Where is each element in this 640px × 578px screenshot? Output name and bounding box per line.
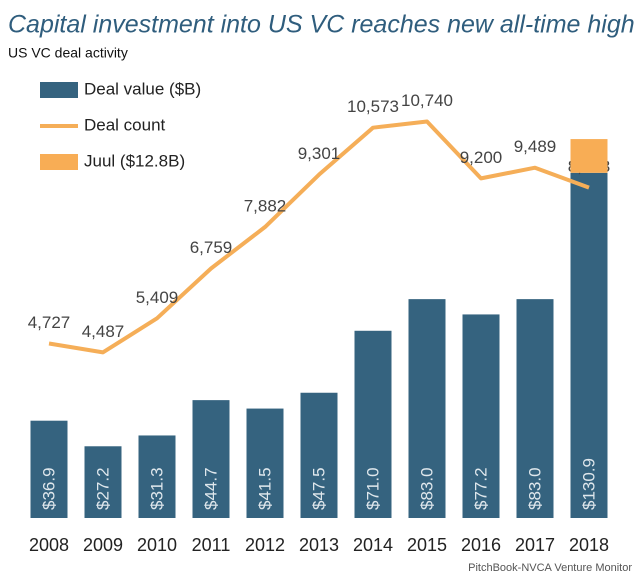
x-tick-label: 2015 [407, 535, 447, 555]
line-value-label: 5,409 [136, 288, 179, 307]
x-tick-label: 2016 [461, 535, 501, 555]
line-value-label: 10,573 [347, 97, 399, 116]
bar [192, 400, 230, 518]
line-value-label: 9,489 [514, 137, 557, 156]
x-tick-label: 2011 [192, 535, 231, 555]
x-tick-label: 2014 [353, 535, 393, 555]
x-tick-label: 2010 [137, 535, 177, 555]
x-tick-label: 2013 [299, 535, 339, 555]
line-value-label: 4,727 [28, 313, 71, 332]
legend-swatch [40, 154, 78, 170]
x-tick-label: 2018 [569, 535, 609, 555]
legend-label: Deal count [84, 115, 166, 134]
bar-value-label: $36.9 [39, 467, 58, 510]
bar [138, 435, 176, 518]
bar [570, 172, 608, 518]
bar-value-label: $44.7 [201, 467, 220, 510]
line-value-label: 10,740 [401, 91, 453, 110]
bar [84, 446, 122, 518]
bar-value-label: $71.0 [363, 467, 382, 510]
legend-label: Deal value ($B) [84, 79, 201, 98]
bar-value-label: $83.0 [417, 467, 436, 510]
legend-label: Juul ($12.8B) [84, 151, 185, 170]
line-value-label: 7,882 [244, 197, 287, 216]
legend-swatch [40, 82, 78, 98]
bar [462, 314, 500, 518]
x-tick-label: 2012 [245, 535, 285, 555]
x-tick-label: 2017 [515, 535, 555, 555]
bar-value-label: $41.5 [255, 467, 274, 510]
bar [300, 392, 338, 518]
bar [516, 299, 554, 518]
bar-value-label: $31.3 [147, 467, 166, 510]
chart-subtitle: US VC deal activity [8, 45, 128, 61]
bar-value-label: $27.2 [93, 467, 112, 510]
line [48, 119, 590, 355]
bar-value-label: $130.9 [579, 458, 598, 510]
bar [408, 299, 446, 518]
bar-value-label: $77.2 [471, 467, 490, 510]
chart-title: Capital investment into US VC reaches ne… [8, 11, 635, 39]
bar-value-label: $83.0 [525, 467, 544, 510]
bar [30, 420, 68, 518]
bar [354, 330, 392, 518]
bar [246, 408, 284, 518]
line-value-label: 9,301 [298, 144, 341, 163]
source-note: PitchBook-NVCA Venture Monitor [468, 562, 632, 574]
bar [570, 139, 608, 173]
x-tick-label: 2009 [83, 535, 123, 555]
bar-value-label: $47.5 [309, 467, 328, 510]
line-value-label: 6,759 [190, 238, 233, 257]
line-value-label: 4,487 [82, 322, 125, 341]
x-tick-label: 2008 [29, 535, 69, 555]
line-value-label: 9,200 [460, 148, 503, 167]
